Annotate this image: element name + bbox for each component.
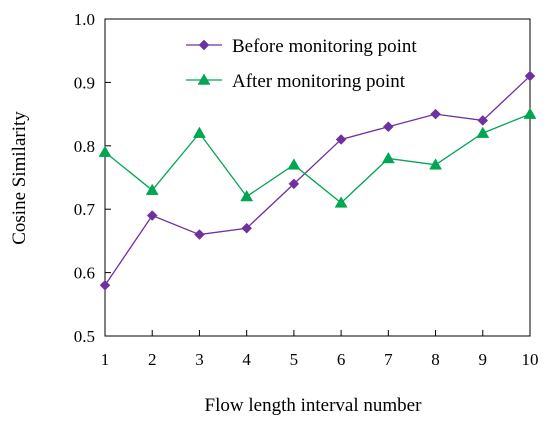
y-tick-label: 0.7 xyxy=(74,200,96,219)
data-point xyxy=(194,229,205,240)
data-point xyxy=(288,178,300,190)
legend-item: After monitoring point xyxy=(186,71,406,92)
y-tick-label: 0.9 xyxy=(74,73,95,92)
data-point xyxy=(146,210,158,221)
data-point xyxy=(429,158,442,170)
plot-frame xyxy=(104,18,531,337)
data-point xyxy=(334,196,348,208)
x-tick-label: 8 xyxy=(431,350,440,369)
data-point xyxy=(99,279,111,291)
data-point xyxy=(430,108,441,120)
data-point xyxy=(477,115,489,126)
x-tick-label: 3 xyxy=(195,350,204,369)
legend-item: Before monitoring point xyxy=(186,36,417,57)
data-point xyxy=(523,107,537,119)
x-axis-title: Flow length interval number xyxy=(205,395,423,416)
legend-marker xyxy=(198,39,210,51)
legend-marker xyxy=(197,73,211,85)
data-point xyxy=(145,183,159,195)
x-axis: 1 2 3 4 5 6 7 8 9 10 xyxy=(101,330,539,369)
x-tick-label: 4 xyxy=(242,350,251,369)
series-line xyxy=(104,75,531,286)
data-point xyxy=(476,126,490,138)
series-2 xyxy=(98,107,537,208)
series-line xyxy=(104,113,531,204)
y-axis-title: Cosine Similarity xyxy=(9,111,30,245)
x-tick-label: 1 xyxy=(101,350,110,369)
series-1 xyxy=(99,70,536,291)
data-point xyxy=(193,126,206,138)
y-tick-label: 0.8 xyxy=(74,137,95,156)
data-point xyxy=(240,190,254,202)
data-point xyxy=(241,222,253,234)
y-tick-label: 0.6 xyxy=(74,264,95,283)
y-tick-label: 0.5 xyxy=(74,327,95,346)
legend-label: After monitoring point xyxy=(232,71,406,92)
data-point xyxy=(381,151,395,164)
data-point xyxy=(524,70,536,82)
data-point xyxy=(335,134,347,145)
plot-area-border xyxy=(104,18,531,337)
data-point xyxy=(382,121,394,133)
data-point xyxy=(287,158,301,170)
x-tick-label: 10 xyxy=(522,350,539,369)
y-axis: 0.5 0.6 0.7 0.8 0.9 1.0 xyxy=(74,10,111,346)
legend: Before monitoring point After monitoring … xyxy=(186,36,417,92)
data-point xyxy=(98,145,112,157)
series-layer xyxy=(98,70,537,291)
legend-label: Before monitoring point xyxy=(232,36,417,57)
x-tick-label: 7 xyxy=(384,350,393,369)
y-tick-label: 1.0 xyxy=(74,10,95,29)
x-tick-label: 2 xyxy=(148,350,157,369)
x-tick-label: 6 xyxy=(337,350,346,369)
x-tick-label: 5 xyxy=(290,350,299,369)
x-tick-label: 9 xyxy=(479,350,488,369)
